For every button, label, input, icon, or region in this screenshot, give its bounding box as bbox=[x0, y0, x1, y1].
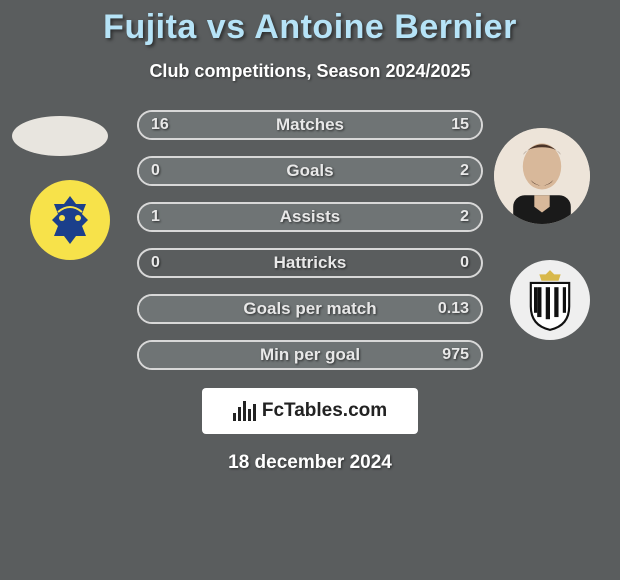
stat-value-left: 0 bbox=[151, 162, 160, 180]
stat-value-right: 2 bbox=[460, 208, 469, 226]
stat-row: 16 15 Matches bbox=[137, 110, 483, 140]
stat-row: 1 2 Assists bbox=[137, 202, 483, 232]
stat-value-left: 16 bbox=[151, 116, 169, 134]
stat-value-right: 15 bbox=[451, 116, 469, 134]
date-text: 18 december 2024 bbox=[0, 452, 620, 474]
club-badge-right bbox=[510, 260, 590, 340]
player-left-photo bbox=[12, 116, 108, 156]
club-badge-left bbox=[30, 180, 110, 260]
stat-row: 0 0 Hattricks bbox=[137, 248, 483, 278]
brand-badge: FcTables.com bbox=[202, 388, 418, 434]
stat-value-right: 0.13 bbox=[438, 300, 469, 318]
stat-value-right: 0 bbox=[460, 254, 469, 272]
stat-row: 0 2 Goals bbox=[137, 156, 483, 186]
stat-row: 0.13 Goals per match bbox=[137, 294, 483, 324]
stat-value-left: 0 bbox=[151, 254, 160, 272]
stat-value-right: 975 bbox=[442, 346, 469, 364]
stat-label: Assists bbox=[280, 207, 340, 227]
stat-value-left: 1 bbox=[151, 208, 160, 226]
brand-text: FcTables.com bbox=[262, 400, 387, 422]
stat-label: Min per goal bbox=[260, 345, 360, 365]
brand-logo-icon bbox=[233, 401, 256, 421]
comparison-card: Fujita vs Antoine Bernier Club competiti… bbox=[0, 0, 620, 580]
page-title: Fujita vs Antoine Bernier bbox=[0, 0, 620, 47]
player-right-photo bbox=[494, 128, 590, 224]
stat-label: Goals per match bbox=[243, 299, 376, 319]
stat-label: Goals bbox=[286, 161, 333, 181]
stat-label: Hattricks bbox=[274, 253, 347, 273]
stat-row: 975 Min per goal bbox=[137, 340, 483, 370]
subtitle: Club competitions, Season 2024/2025 bbox=[0, 61, 620, 82]
stat-label: Matches bbox=[276, 115, 344, 135]
stat-value-right: 2 bbox=[460, 162, 469, 180]
